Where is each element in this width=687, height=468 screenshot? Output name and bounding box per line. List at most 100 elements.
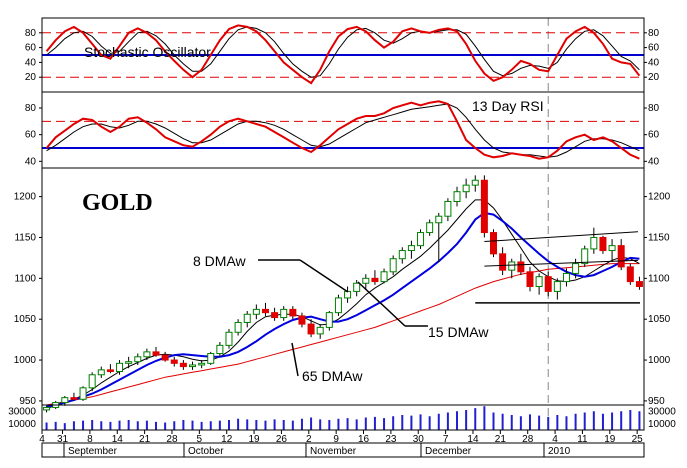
candle-body [261,308,269,314]
candle-body [362,277,370,284]
stoch-y-tick-right: 20 [648,72,660,83]
candle-body [590,236,598,250]
rsi-y-tick-left: 60 [25,130,37,141]
candle-body [389,258,397,273]
candle-body [106,369,114,372]
ma65-pointer [291,342,299,377]
candle-body [79,387,87,400]
price-panel [43,175,643,413]
candle-body [453,191,461,203]
candle-body [116,362,124,372]
ma15-label: 15 DMAw [428,324,489,340]
x-tick-label: 28 [166,434,178,445]
x-tick-label: 8 [87,434,93,445]
rsi-y-tick-left: 80 [25,103,37,114]
ma65-label: 65 DMAw [302,368,363,384]
x-tick-label: 7 [443,434,449,445]
candle-body [207,353,215,364]
chart-title: GOLD [82,190,153,216]
candle-body [325,312,333,328]
price-y-tick-left: 950 [19,396,36,407]
price-y-tick-right: 1050 [648,314,671,325]
candle-body [43,406,51,411]
volume-y-tick-right: 10000 [648,419,676,430]
x-tick-label: 21 [495,434,507,445]
rsi-label: 13 Day RSI [472,98,544,114]
rsi-y-tick-right: 80 [648,103,660,114]
candle-body [307,323,315,335]
candle-body [152,351,160,356]
candle-body [581,248,589,265]
stoch-y-tick-left: 80 [25,28,37,39]
ma8-pointer [299,259,349,293]
candle-body [70,397,78,400]
candle-body [371,277,379,283]
price-y-tick-right: 1150 [648,232,670,243]
ma15-pointer [357,281,406,327]
month-label: October [188,446,224,457]
ma65-line [46,263,640,406]
candle-body [535,276,543,288]
volume-y-tick-right: 30000 [648,406,676,417]
price-y-tick-left: 1150 [14,232,36,243]
candle-body [198,362,206,366]
candle-body [61,397,69,404]
x-tick-label: 12 [221,434,233,445]
x-tick-label: 14 [112,434,124,445]
x-tick-label: 25 [632,434,644,445]
candle-body [234,321,242,333]
candle-body [480,179,488,234]
price-y-tick-left: 1200 [14,192,37,203]
candle-body [435,215,443,224]
candle-body [490,232,497,255]
ma15-line [46,211,640,408]
x-tick-label: 28 [522,434,534,445]
month-bar [41,442,645,458]
candle-body [517,261,525,273]
month-label: 2010 [548,446,571,457]
month-label: November [310,446,357,457]
candle-body [125,361,133,364]
stoch-y-tick-left: 20 [25,72,37,83]
candle-body [407,245,415,252]
stoch-k-line [45,24,641,85]
x-tick-label: 26 [276,434,288,445]
candle-body [462,184,470,193]
stochastic-panel [42,24,644,85]
candle-body [526,271,534,287]
candle-body [271,312,279,319]
stochastic-label: Stochastic Oscillator [84,44,211,60]
candle-body [189,364,196,368]
x-tick-label: 11 [577,434,588,445]
price-y-tick-left: 1100 [14,273,36,284]
month-label: December [425,446,472,457]
upper-trendline [484,231,639,243]
lower-trendline [484,259,639,267]
rsi-y-tick-right: 40 [648,156,660,167]
candle-body [380,271,388,283]
volume-y-tick-left: 30000 [8,406,36,417]
x-tick-label: 19 [249,434,261,445]
stoch-y-tick-right: 40 [648,57,660,68]
candle-body [426,222,434,234]
axis-layer: 20 20 40 40 60 60 80 80 40 40 60 60 80 80 950 950 1000 10… [8,17,676,458]
candle-body [562,272,570,283]
x-tick-label: 30 [413,434,425,445]
candle-body [444,201,452,217]
ma8-line [46,199,640,409]
rsi-panel [42,100,644,160]
candle-body [216,344,224,355]
candle-body [417,232,425,247]
candle-body [243,313,251,323]
candle-body [289,308,297,317]
month-label: September [68,446,118,457]
x-tick-label: 2 [306,434,312,445]
stoch-y-tick-right: 80 [648,28,660,39]
stoch-y-tick-left: 40 [25,57,37,68]
candle-body [353,282,361,292]
candle-body [97,369,105,376]
candle-body [298,315,306,325]
candle-body [134,356,142,363]
